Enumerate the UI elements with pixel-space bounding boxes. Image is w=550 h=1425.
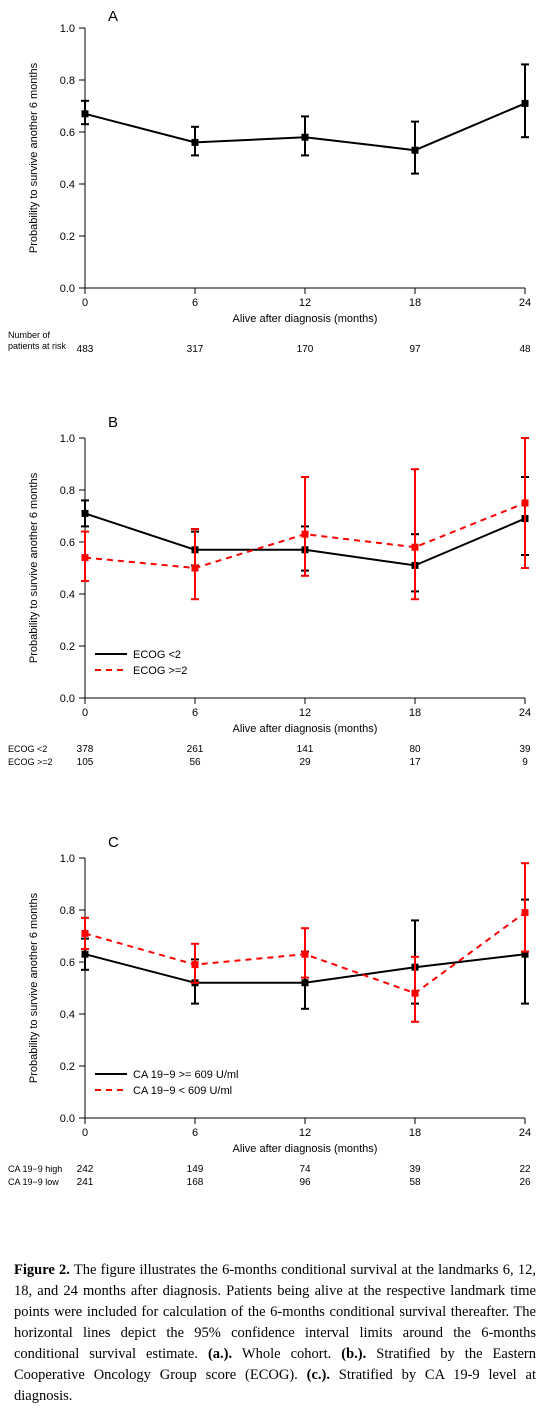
svg-text:26: 26 xyxy=(519,1177,531,1188)
panel-b: B 0.0 0.2 0.4 0.6 0.8 1.0 0 6 12 18 24 Alive after … xyxy=(0,410,550,830)
svg-text:18: 18 xyxy=(409,1127,421,1139)
caption-a-text: Whole cohort. xyxy=(232,1346,341,1362)
svg-text:0: 0 xyxy=(82,707,88,719)
svg-text:CA 19−9 high: CA 19−9 high xyxy=(8,1164,62,1174)
svg-text:58: 58 xyxy=(409,1177,421,1188)
svg-text:12: 12 xyxy=(299,297,311,309)
svg-text:170: 170 xyxy=(297,344,314,355)
svg-text:CA 19−9 low: CA 19−9 low xyxy=(8,1177,59,1187)
svg-text:Probability to survive another: Probability to survive another 6 months xyxy=(28,62,40,253)
svg-text:12: 12 xyxy=(299,707,311,719)
panel-b-label: B xyxy=(108,414,118,431)
svg-text:17: 17 xyxy=(409,757,421,768)
panel-c: C 0.0 0.2 0.4 0.6 0.8 1.0 0 6 12 18 24 Alive after … xyxy=(0,830,550,1250)
svg-text:0: 0 xyxy=(82,1127,88,1139)
svg-text:80: 80 xyxy=(409,744,421,755)
svg-text:141: 141 xyxy=(297,744,314,755)
svg-text:ECOG <2: ECOG <2 xyxy=(8,744,47,754)
svg-text:29: 29 xyxy=(299,757,311,768)
svg-text:24: 24 xyxy=(519,1127,531,1139)
panel-c-label: C xyxy=(108,834,119,851)
svg-text:18: 18 xyxy=(409,707,421,719)
svg-text:Probability to survive another: Probability to survive another 6 months xyxy=(28,892,40,1083)
svg-text:ECOG >=2: ECOG >=2 xyxy=(8,757,53,767)
svg-text:48: 48 xyxy=(519,344,531,355)
svg-text:241: 241 xyxy=(77,1177,94,1188)
svg-text:ECOG <2: ECOG <2 xyxy=(133,649,181,661)
svg-text:149: 149 xyxy=(187,1164,204,1175)
chart-b: 0.0 0.2 0.4 0.6 0.8 1.0 0 6 12 18 24 Alive after di… xyxy=(0,410,550,830)
panel-a-label: A xyxy=(108,8,118,25)
svg-text:Number of: Number of xyxy=(8,330,51,340)
svg-text:Alive after diagnosis (months): Alive after diagnosis (months) xyxy=(233,1143,378,1155)
svg-text:Alive after diagnosis (months): Alive after diagnosis (months) xyxy=(233,723,378,735)
svg-text:0.8: 0.8 xyxy=(60,905,75,917)
caption-lead: Figure 2. xyxy=(14,1262,70,1278)
svg-text:patients at risk: patients at risk xyxy=(8,341,67,351)
svg-text:0.0: 0.0 xyxy=(60,283,75,295)
svg-text:0.8: 0.8 xyxy=(60,485,75,497)
svg-text:6: 6 xyxy=(192,1127,198,1139)
svg-text:1.0: 1.0 xyxy=(60,433,75,445)
svg-text:317: 317 xyxy=(187,344,204,355)
svg-text:CA 19−9 < 609 U/ml: CA 19−9 < 609 U/ml xyxy=(133,1085,232,1097)
figure-page: A 0.0 0.2 0.4 0.6 0.8 1.0 0 6 12 18 24 Alive after … xyxy=(0,0,550,1425)
svg-text:0.0: 0.0 xyxy=(60,1113,75,1125)
svg-text:0.6: 0.6 xyxy=(60,127,75,139)
svg-text:74: 74 xyxy=(299,1164,311,1175)
svg-text:6: 6 xyxy=(192,707,198,719)
svg-text:0.2: 0.2 xyxy=(60,641,75,653)
svg-text:0.4: 0.4 xyxy=(60,589,75,601)
svg-text:0.2: 0.2 xyxy=(60,231,75,243)
svg-text:0.0: 0.0 xyxy=(60,693,75,705)
svg-text:0: 0 xyxy=(82,297,88,309)
svg-text:24: 24 xyxy=(519,707,531,719)
svg-text:39: 39 xyxy=(409,1164,421,1175)
svg-text:483: 483 xyxy=(77,344,94,355)
svg-text:378: 378 xyxy=(77,744,94,755)
svg-text:168: 168 xyxy=(187,1177,204,1188)
caption-b-tag: (b.). xyxy=(341,1346,366,1362)
svg-text:242: 242 xyxy=(77,1164,94,1175)
svg-text:Alive after diagnosis (months): Alive after diagnosis (months) xyxy=(233,313,378,325)
svg-text:12: 12 xyxy=(299,1127,311,1139)
svg-text:0.4: 0.4 xyxy=(60,179,75,191)
chart-c: 0.0 0.2 0.4 0.6 0.8 1.0 0 6 12 18 24 Alive after di… xyxy=(0,830,550,1250)
figure-caption: Figure 2. The figure illustrates the 6-m… xyxy=(0,1250,550,1425)
chart-a: 0.0 0.2 0.4 0.6 0.8 1.0 0 6 12 18 24 Alive after di… xyxy=(0,0,550,410)
svg-text:CA 19−9 >= 609 U/ml: CA 19−9 >= 609 U/ml xyxy=(133,1069,238,1081)
svg-text:9: 9 xyxy=(522,757,528,768)
svg-text:96: 96 xyxy=(299,1177,311,1188)
svg-text:97: 97 xyxy=(409,344,421,355)
panel-a: A 0.0 0.2 0.4 0.6 0.8 1.0 0 6 12 18 24 Alive after … xyxy=(0,0,550,410)
svg-text:0.8: 0.8 xyxy=(60,75,75,87)
svg-text:39: 39 xyxy=(519,744,531,755)
svg-text:105: 105 xyxy=(77,757,94,768)
svg-text:18: 18 xyxy=(409,297,421,309)
svg-text:0.6: 0.6 xyxy=(60,957,75,969)
svg-text:261: 261 xyxy=(187,744,204,755)
svg-text:0.2: 0.2 xyxy=(60,1061,75,1073)
svg-text:22: 22 xyxy=(519,1164,531,1175)
svg-text:56: 56 xyxy=(189,757,201,768)
svg-text:0.6: 0.6 xyxy=(60,537,75,549)
svg-text:1.0: 1.0 xyxy=(60,23,75,35)
caption-a-tag: (a.). xyxy=(208,1346,232,1362)
svg-text:24: 24 xyxy=(519,297,531,309)
svg-text:1.0: 1.0 xyxy=(60,853,75,865)
svg-text:6: 6 xyxy=(192,297,198,309)
svg-text:Probability to survive another: Probability to survive another 6 months xyxy=(28,472,40,663)
caption-c-tag: (c.). xyxy=(307,1367,330,1383)
svg-text:ECOG >=2: ECOG >=2 xyxy=(133,665,187,677)
svg-text:0.4: 0.4 xyxy=(60,1009,75,1021)
